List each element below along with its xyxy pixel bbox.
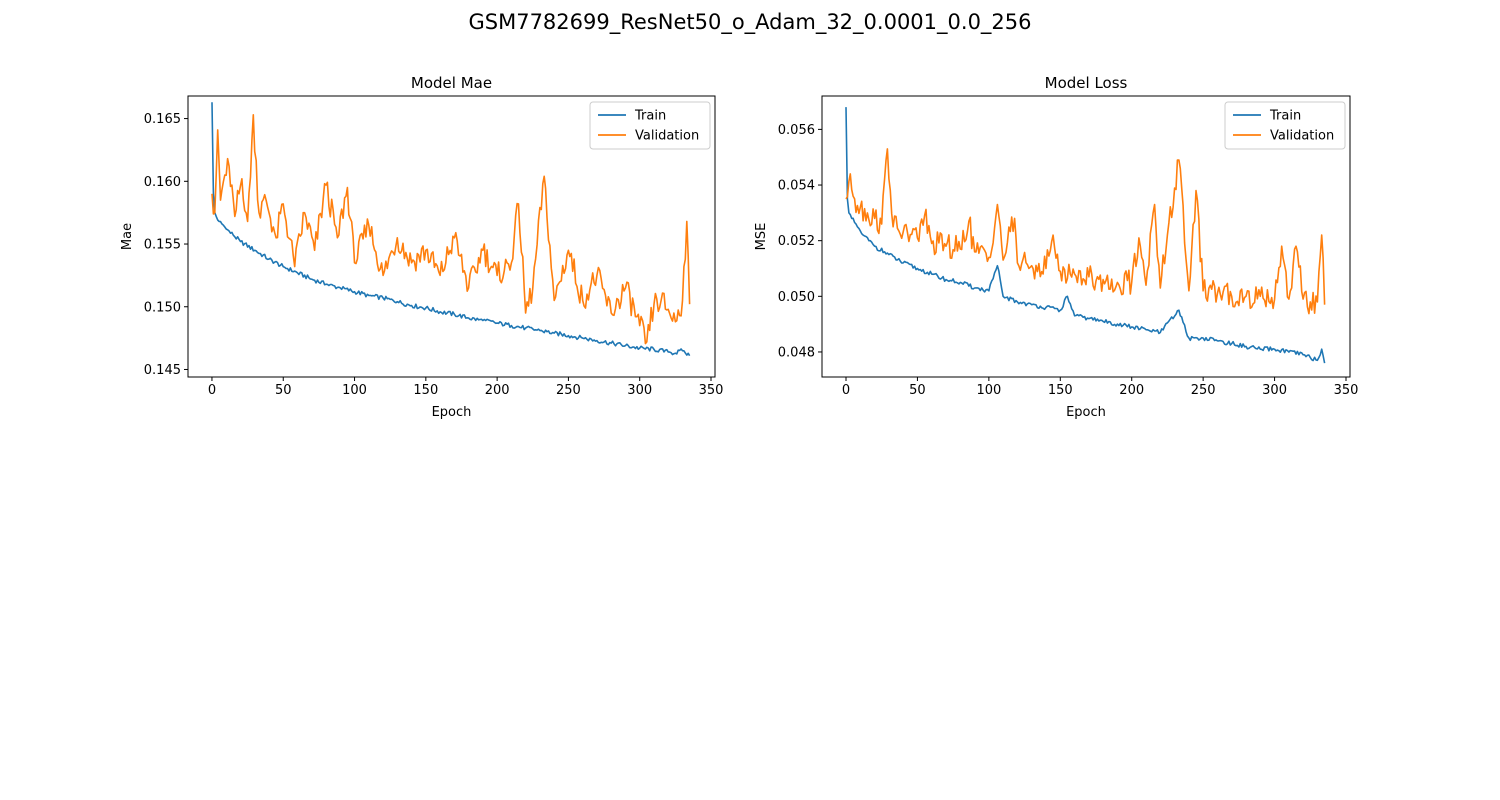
x-tick-label: 0 bbox=[208, 383, 216, 398]
y-axis-label: Mae bbox=[120, 223, 135, 250]
x-tick-label: 100 bbox=[976, 383, 1001, 398]
x-axis-label: Epoch bbox=[432, 405, 472, 420]
legend-label: Validation bbox=[635, 129, 699, 144]
series-line-train bbox=[845, 107, 1326, 364]
chart-title: Model Loss bbox=[1045, 74, 1128, 92]
y-tick-label: 0.054 bbox=[778, 179, 815, 194]
x-tick-label: 350 bbox=[1334, 383, 1359, 398]
x-tick-label: 0 bbox=[842, 383, 850, 398]
y-tick-label: 0.050 bbox=[778, 290, 815, 305]
legend-box bbox=[1224, 101, 1346, 150]
x-tick-label: 50 bbox=[275, 383, 292, 398]
y-axis-label: MSE bbox=[754, 223, 769, 251]
x-axis-label: Epoch bbox=[1066, 405, 1106, 420]
x-tick-label: 100 bbox=[342, 383, 367, 398]
legend-box bbox=[589, 101, 711, 150]
legend-label: Validation bbox=[1270, 129, 1334, 144]
x-tick-label: 300 bbox=[627, 383, 652, 398]
y-tick-label: 0.056 bbox=[778, 123, 815, 138]
y-tick-label: 0.052 bbox=[778, 234, 815, 249]
legend-label: Train bbox=[1269, 109, 1301, 124]
y-tick-label: 0.155 bbox=[144, 238, 181, 253]
loss-chart: 0 50 100 150 200 250 300 350 0.048 0.050 0.052 0.05… bbox=[754, 74, 1358, 420]
series-line-validation bbox=[845, 148, 1326, 315]
y-tick-label: 0.048 bbox=[778, 345, 815, 360]
x-tick-label: 300 bbox=[1262, 383, 1287, 398]
legend-label: Train bbox=[634, 109, 666, 124]
x-tick-label: 250 bbox=[556, 383, 581, 398]
x-tick-label: 350 bbox=[699, 383, 724, 398]
series-line-validation bbox=[211, 114, 691, 345]
plot-frame bbox=[821, 95, 1351, 378]
x-tick-label: 150 bbox=[413, 383, 438, 398]
x-tick-label: 150 bbox=[1048, 383, 1073, 398]
x-tick-label: 200 bbox=[485, 383, 510, 398]
y-tick-label: 0.150 bbox=[144, 300, 181, 315]
x-tick-label: 50 bbox=[909, 383, 926, 398]
x-tick-label: 250 bbox=[1191, 383, 1216, 398]
y-tick-label: 0.145 bbox=[144, 363, 181, 378]
y-tick-label: 0.165 bbox=[144, 112, 181, 127]
figure-title: GSM7782699_ResNet50_o_Adam_32_0.0001_0.0… bbox=[468, 10, 1032, 34]
chart-title: Model Mae bbox=[411, 74, 492, 92]
plot-frame bbox=[187, 95, 716, 378]
series-line-train bbox=[211, 102, 691, 357]
y-tick-label: 0.160 bbox=[144, 175, 181, 190]
x-tick-label: 200 bbox=[1119, 383, 1144, 398]
mae-chart: 0 50 100 150 200 250 300 350 0.145 0.150 0.155 0.16… bbox=[120, 74, 723, 420]
